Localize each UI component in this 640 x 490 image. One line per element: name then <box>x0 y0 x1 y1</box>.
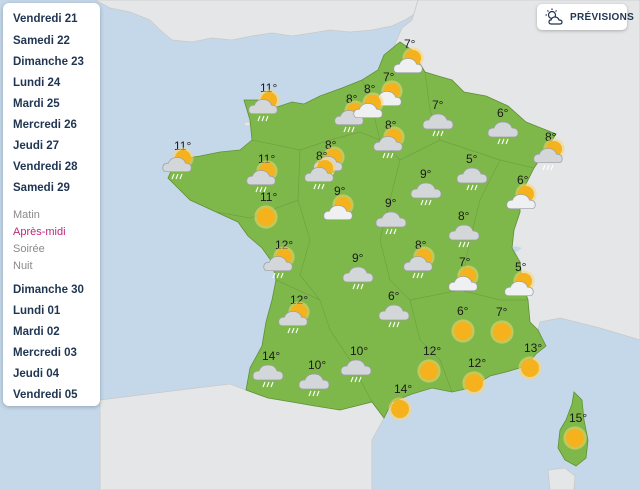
temperature-label: 6° <box>457 304 469 318</box>
previsions-label: PRÉVISIONS <box>570 12 635 23</box>
temperature-label: 7° <box>432 98 444 112</box>
temperature-label: 5° <box>515 260 527 274</box>
temperature-label: 8° <box>458 209 470 223</box>
temperature-label: 10° <box>350 344 369 358</box>
cloud-rain-icon <box>365 190 417 245</box>
temperature-label: 8° <box>364 82 376 96</box>
neighbor-great-britain <box>94 0 421 43</box>
sun-icon <box>448 350 500 405</box>
sun-icon <box>476 299 528 354</box>
temperature-label: 9° <box>334 184 346 198</box>
sun-cloud-rain-icon <box>525 124 577 179</box>
day-item[interactable]: Samedi 22 <box>13 35 70 47</box>
day-item[interactable]: Lundi 24 <box>13 77 61 89</box>
temperature-label: 13° <box>524 341 543 355</box>
sun-cloud-icon <box>344 76 396 131</box>
temperature-label: 11° <box>260 190 278 204</box>
period-nuit[interactable]: Nuit <box>13 260 33 272</box>
sun-cloud-rain-icon <box>255 232 307 287</box>
temperature-label: 15° <box>569 411 588 425</box>
day-item[interactable]: Lundi 01 <box>13 305 61 317</box>
temperature-label: 8° <box>346 92 358 106</box>
temperature-label: 9° <box>352 251 364 265</box>
temperature-label: 7° <box>496 305 508 319</box>
sun-icon <box>437 298 489 353</box>
period-matin[interactable]: Matin <box>13 209 40 221</box>
day-item[interactable]: Jeudi 04 <box>13 368 60 380</box>
temperature-label: 7° <box>459 255 471 269</box>
sun-cloud-rain-icon <box>270 287 322 342</box>
sun-cloud-rain-icon <box>238 146 290 201</box>
cloud-rain-icon <box>288 352 340 407</box>
temperature-label: 8° <box>545 130 557 144</box>
cloud-rain-icon <box>242 343 294 398</box>
temperature-label: 9° <box>420 167 432 181</box>
sun-cloud-icon <box>314 178 366 233</box>
temperature-label: 6° <box>497 106 509 120</box>
sun-cloud-rain-icon <box>296 143 348 198</box>
sun-cloud-rain-icon <box>240 75 292 130</box>
temperature-label: 10° <box>308 358 327 372</box>
temperature-label: 8° <box>385 118 397 132</box>
day-item[interactable]: Vendredi 28 <box>13 161 78 173</box>
temperature-label: 8° <box>325 138 337 152</box>
sun-icon <box>504 335 556 390</box>
temperature-label: 12° <box>468 356 487 370</box>
sun-cloud-icon <box>439 249 491 304</box>
sun-cloud-rain-icon <box>395 232 447 287</box>
temperature-label: 5° <box>466 152 478 166</box>
temperature-label: 8° <box>415 238 427 252</box>
period-apres-midi[interactable]: Après-midi <box>13 226 66 238</box>
temperature-label: 8° <box>316 149 328 163</box>
day-item[interactable]: Mardi 02 <box>13 326 60 338</box>
region-borders <box>215 71 535 403</box>
temperature-label: 9° <box>385 196 397 210</box>
day-item[interactable]: Vendredi 21 <box>13 13 78 25</box>
cloud-rain-icon <box>412 92 464 147</box>
period-soiree[interactable]: Soirée <box>13 243 45 255</box>
day-item[interactable]: Mardi 25 <box>13 98 60 110</box>
temperature-label: 6° <box>517 173 529 187</box>
sun-cloud-rain-icon <box>365 112 417 167</box>
temperature-label: 7° <box>383 70 395 84</box>
day-item[interactable]: Mercredi 03 <box>13 347 77 359</box>
cloud-rain-icon <box>446 146 498 201</box>
sun-cloud-icon <box>545 8 563 25</box>
cloud-rain-icon <box>438 203 490 258</box>
neighbor-sardinia <box>547 467 576 490</box>
temperature-label: 6° <box>388 289 400 303</box>
cloud-rain-icon <box>330 338 382 393</box>
day-selector-panel: Vendredi 21 Samedi 22 Dimanche 23 Lundi … <box>3 3 100 406</box>
temperature-label: 14° <box>262 349 281 363</box>
temperature-label: 14° <box>394 382 413 396</box>
day-item-selected[interactable]: Samedi 29 <box>13 182 70 194</box>
cloud-rain-icon <box>368 283 420 338</box>
sun-icon <box>403 338 455 393</box>
sun-cloud-icon <box>495 254 547 309</box>
temperature-label: 12° <box>423 344 442 358</box>
day-item[interactable]: Mercredi 26 <box>13 119 77 131</box>
temperature-label: 7° <box>404 37 416 51</box>
sun-cloud-icon <box>384 31 436 86</box>
cloud-rain-icon <box>477 100 529 155</box>
cloud-rain-icon <box>400 161 452 216</box>
previsions-button[interactable]: PRÉVISIONS <box>537 4 634 30</box>
sun-icon <box>374 376 426 431</box>
sun-icon <box>549 405 601 460</box>
sun-cloud-rain-icon <box>154 133 206 188</box>
day-item[interactable]: Dimanche 23 <box>13 56 84 68</box>
day-item[interactable]: Dimanche 30 <box>13 284 84 296</box>
sun-cloud-icon <box>497 167 549 222</box>
sun-icon <box>240 184 292 239</box>
cloud-rain-icon <box>332 245 384 300</box>
day-item[interactable]: Vendredi 05 <box>13 389 78 401</box>
day-item[interactable]: Jeudi 27 <box>13 140 60 152</box>
